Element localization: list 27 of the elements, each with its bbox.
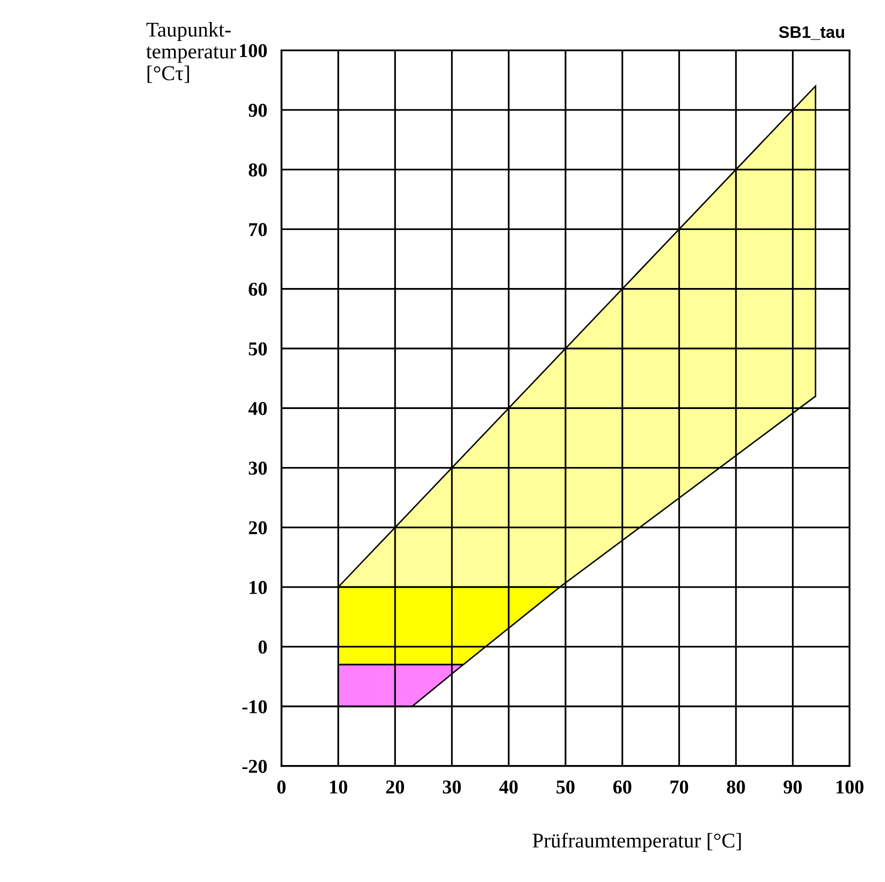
x-tick-label: 20	[386, 780, 404, 794]
x-tick-label: 10	[330, 780, 348, 794]
y-tick-label: 0	[258, 640, 267, 654]
y-tick-label: 50	[248, 342, 267, 356]
y-axis-title: Taupunkt- temperatur [°Cτ]	[146, 22, 236, 83]
y-tick-label: 80	[248, 163, 267, 176]
x-tick-label: 90	[784, 780, 802, 794]
text: SB1_tau	[778, 26, 844, 40]
y-tick-label: -10	[242, 700, 267, 714]
x-tick-label: 0	[277, 780, 286, 794]
x-tick-label: 50	[556, 780, 574, 794]
y-tick-label: 40	[248, 402, 267, 416]
y-tick-label: 30	[248, 462, 267, 475]
x-axis-title: Prüfraumtemperatur [°C]	[532, 832, 741, 852]
y-tick-label: 20	[248, 521, 267, 534]
y-tick-label: -20	[242, 760, 267, 773]
y-tick-label: 70	[249, 223, 267, 236]
y-tick-label: 90	[248, 104, 267, 117]
x-tick-label: 80	[726, 780, 745, 794]
y-tick-label: 10	[250, 580, 267, 594]
x-tick-label: 60	[613, 780, 632, 794]
y-tick-label: 60	[248, 282, 267, 296]
x-tick-label: 40	[499, 780, 518, 794]
y-tick-label: 100	[240, 44, 267, 58]
x-tick-label: 70	[670, 780, 688, 794]
x-tick-label: 100	[836, 780, 864, 794]
x-tick-label: 30	[442, 780, 461, 794]
